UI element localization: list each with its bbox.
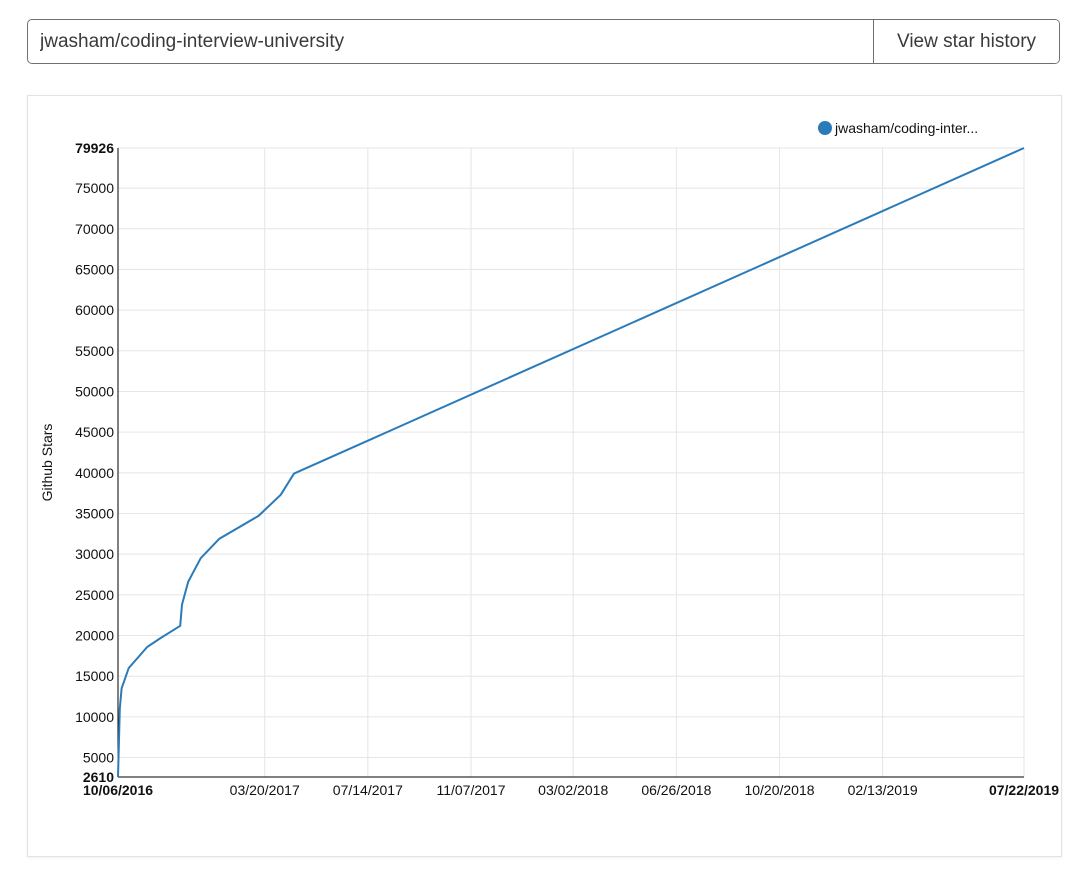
grid [117,147,1025,778]
x-tick-label: 02/13/2019 [848,782,918,798]
y-tick-label: 79926 [75,140,114,156]
x-tick-label: 10/20/2018 [744,782,814,798]
y-tick-label: 75000 [75,180,114,196]
x-tick-label: 06/26/2018 [641,782,711,798]
y-axis-label: Github Stars [39,424,55,502]
series-line [117,147,1025,778]
legend: jwasham/coding-inter... [818,120,978,136]
legend-marker [818,121,832,135]
series-layer [117,147,1025,778]
y-tick-label: 70000 [75,221,114,237]
y-tick-label: 65000 [75,261,114,277]
y-tick-label: 2610 [83,769,114,785]
view-star-history-button[interactable]: View star history [873,20,1059,63]
x-tick-label: 10/06/2016 [83,782,153,798]
y-tick-label: 50000 [75,383,114,399]
y-tick-label: 60000 [75,302,114,318]
chart-card: 2610 5000 10000 15000 20000 25000 30000 35000 40… [27,95,1062,857]
y-tick-label: 25000 [75,587,114,603]
axes: 2610 5000 10000 15000 20000 25000 30000 35000 40… [39,140,1059,798]
y-tick-label: 5000 [83,750,114,766]
y-tick-label: 10000 [75,709,114,725]
x-tick-label: 03/20/2017 [230,782,300,798]
y-tick-label: 20000 [75,628,114,644]
x-tick-label: 07/22/2019 [989,782,1059,798]
y-tick-label: 15000 [75,668,114,684]
y-tick-label: 30000 [75,546,114,562]
y-tick-label: 45000 [75,424,114,440]
legend-label: jwasham/coding-inter... [834,120,978,136]
x-tick-label: 07/14/2017 [333,782,403,798]
y-tick-label: 40000 [75,465,114,481]
x-tick-label: 03/02/2018 [538,782,608,798]
y-tick-label: 55000 [75,343,114,359]
repo-input[interactable] [28,20,873,63]
repo-search-bar: View star history [27,19,1060,64]
star-history-chart: 2610 5000 10000 15000 20000 25000 30000 35000 40… [39,120,1059,798]
y-tick-label: 35000 [75,505,114,521]
x-tick-label: 11/07/2017 [436,782,505,798]
